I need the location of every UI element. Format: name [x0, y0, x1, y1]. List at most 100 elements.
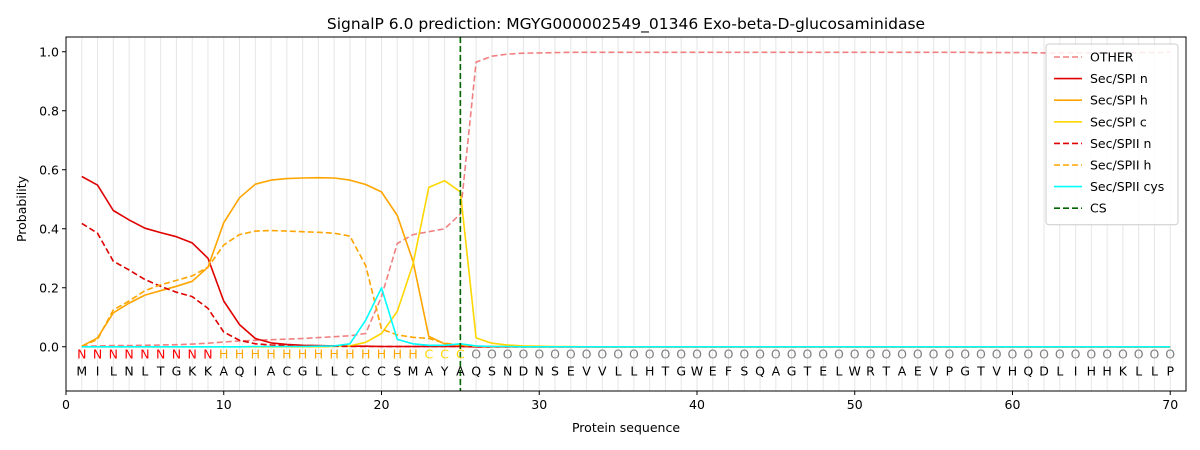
axes-frame — [65, 36, 1187, 392]
residue-label: C — [346, 363, 355, 378]
residue-label: L — [1056, 363, 1063, 378]
x-axis-label: Protein sequence — [572, 420, 680, 435]
residue-label: Q — [471, 363, 481, 378]
region-label: H — [329, 347, 338, 362]
legend-label: CS — [1090, 201, 1107, 216]
region-label: O — [960, 347, 970, 362]
region-label: O — [787, 347, 797, 362]
region-label: O — [1118, 347, 1128, 362]
region-label: O — [645, 347, 655, 362]
residue-label: A — [898, 363, 907, 378]
region-label: O — [582, 347, 592, 362]
legend-label: OTHER — [1090, 50, 1134, 65]
series-line-sec-spi-n — [81, 175, 1171, 348]
series-line-sec-spii-cys — [81, 286, 1171, 348]
region-label: O — [534, 347, 544, 362]
residue-label: V — [598, 363, 607, 378]
residue-label: V — [992, 363, 1001, 378]
region-label: O — [1039, 347, 1049, 362]
residue-label: L — [615, 363, 622, 378]
legend-label: Sec/SPI n — [1090, 71, 1148, 86]
region-label: N — [172, 347, 181, 362]
residue-label: Q — [755, 363, 765, 378]
residue-label: H — [1102, 363, 1111, 378]
region-label: N — [203, 347, 212, 362]
series-line-sec-spi-h — [81, 176, 1171, 348]
residue-label: G — [787, 363, 797, 378]
residue-label: K — [1119, 363, 1128, 378]
series-line-sec-spii-n — [81, 222, 1171, 348]
region-label: O — [597, 347, 607, 362]
residue-label: L — [110, 363, 117, 378]
plot-area — [81, 37, 1171, 391]
y-tick-label: 0.8 — [39, 103, 59, 118]
region-label: O — [976, 347, 986, 362]
residue-label: S — [393, 363, 401, 378]
region-label: O — [613, 347, 623, 362]
region-label: O — [708, 347, 718, 362]
region-label: H — [361, 347, 370, 362]
legend-label: Sec/SPII h — [1090, 158, 1151, 173]
region-label: O — [739, 347, 749, 362]
region-label: H — [266, 347, 275, 362]
region-label: O — [661, 347, 671, 362]
region-label: O — [1008, 347, 1018, 362]
residue-label: I — [1074, 363, 1078, 378]
x-tick-label: 30 — [531, 397, 547, 412]
residue-label: A — [425, 363, 434, 378]
region-label: N — [109, 347, 118, 362]
region-label: O — [487, 347, 497, 362]
region-label: H — [235, 347, 244, 362]
legend-label: Sec/SPII cys — [1090, 179, 1164, 194]
region-label: O — [1150, 347, 1160, 362]
x-tick-label: 60 — [1005, 397, 1021, 412]
residue-label: E — [567, 363, 575, 378]
region-label: N — [124, 347, 133, 362]
residue-label: W — [691, 363, 703, 378]
residue-label: F — [725, 363, 732, 378]
region-label: O — [1102, 347, 1112, 362]
region-label: O — [1055, 347, 1065, 362]
residue-label: H — [1087, 363, 1096, 378]
residue-label: L — [141, 363, 148, 378]
region-label: H — [251, 347, 260, 362]
residue-label: S — [740, 363, 748, 378]
residue-label: I — [253, 363, 257, 378]
region-label: O — [944, 347, 954, 362]
region-label: O — [724, 347, 734, 362]
region-label: C — [456, 347, 465, 362]
region-label: O — [1165, 347, 1175, 362]
region-label: O — [850, 347, 860, 362]
region-label: O — [692, 347, 702, 362]
residue-label: E — [819, 363, 827, 378]
residue-label: V — [929, 363, 938, 378]
residue-label: N — [535, 363, 544, 378]
residue-label: E — [709, 363, 717, 378]
x-tick-label: 0 — [62, 397, 70, 412]
region-label: O — [771, 347, 781, 362]
residue-label: D — [1039, 363, 1049, 378]
residue-label: Q — [235, 363, 245, 378]
residue-label: M — [408, 363, 419, 378]
residue-label: A — [456, 363, 465, 378]
vertical-gridlines — [81, 37, 1171, 391]
y-tick-label: 0.0 — [39, 339, 59, 354]
region-label: O — [818, 347, 828, 362]
region-label: O — [1086, 347, 1096, 362]
region-label: O — [802, 347, 812, 362]
chart-title: SignalP 6.0 prediction: MGYG000002549_01… — [327, 15, 925, 34]
region-label: O — [1071, 347, 1081, 362]
residue-label: G — [960, 363, 970, 378]
residue-label: S — [488, 363, 496, 378]
region-label: O — [629, 347, 639, 362]
region-label: O — [550, 347, 560, 362]
residue-label: R — [866, 363, 875, 378]
residue-label: Y — [440, 363, 449, 378]
legend-label: Sec/SPI h — [1090, 93, 1148, 108]
residue-label: Q — [1023, 363, 1033, 378]
residue-label: V — [582, 363, 591, 378]
residue-label: G — [298, 363, 308, 378]
residue-label: N — [124, 363, 133, 378]
residue-label: M — [76, 363, 87, 378]
